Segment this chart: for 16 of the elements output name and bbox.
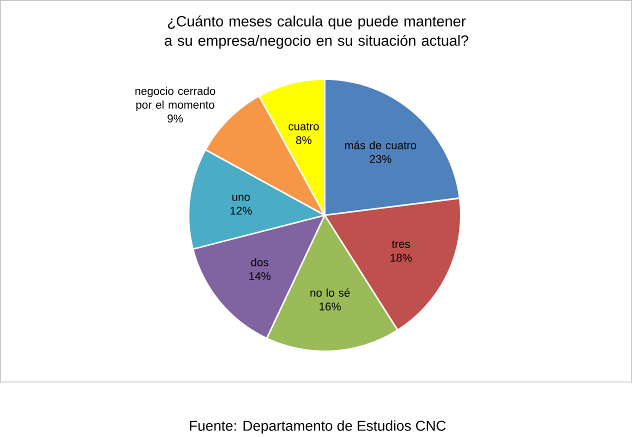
slice-label: negocio cerrado por el momento — [135, 86, 216, 111]
data-label: 12% — [230, 206, 252, 215]
data-label: 16% — [320, 302, 341, 310]
source-note: Fuente: Departamento de Estudios CNC — [190, 420, 446, 434]
slice-label: dos — [251, 258, 268, 266]
slice-label: uno — [232, 194, 250, 201]
data-label: 18% — [390, 254, 412, 262]
slice-label: no lo sé — [310, 288, 350, 297]
chart-title: ¿Cuánto meses calcula que puede mantener a su empresa/negocio en su situación actual? — [164, 15, 468, 49]
data-label: 14% — [249, 272, 271, 280]
data-label: 23% — [370, 155, 392, 164]
data-label: 8% — [296, 136, 312, 144]
slice-label: tres — [392, 240, 410, 248]
slice-label: cuatro — [288, 122, 319, 130]
slice-label: más de cuatro — [345, 140, 416, 150]
data-label: 9% — [168, 114, 183, 122]
